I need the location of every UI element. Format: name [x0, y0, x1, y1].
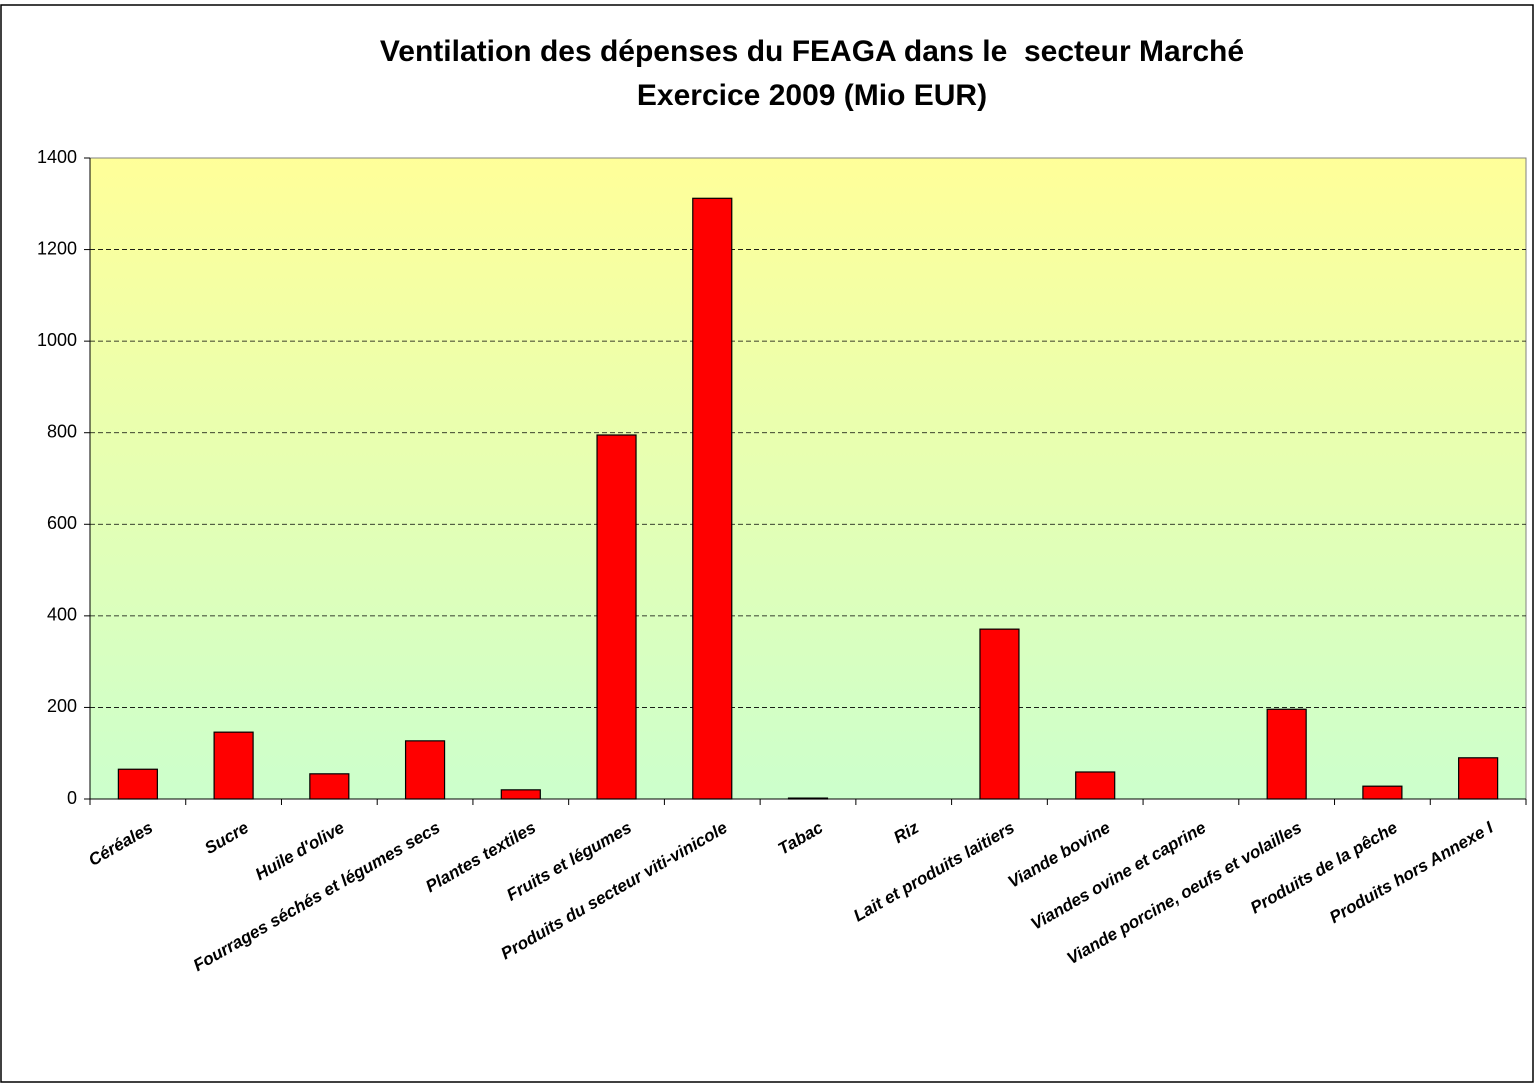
chart-subtitle: Exercice 2009 (Mio EUR): [637, 79, 987, 112]
bar: [309, 773, 350, 800]
y-tick-label: 600: [47, 513, 77, 533]
bar: [500, 789, 541, 800]
y-tick-label: 1400: [37, 147, 77, 167]
bar: [213, 731, 254, 800]
bar: [692, 197, 733, 800]
bar: [404, 740, 446, 800]
y-tick-label: 400: [47, 605, 77, 625]
bar: [1266, 708, 1307, 800]
bar: [979, 628, 1020, 800]
chart-title: Ventilation des dépenses du FEAGA dans l…: [380, 35, 1244, 68]
bar: [596, 434, 637, 800]
bar: [1362, 785, 1403, 800]
y-tick-label: 1000: [37, 330, 77, 350]
bar: [1075, 771, 1116, 800]
plot-area: [89, 157, 1527, 800]
y-tick-label: 1200: [37, 238, 77, 258]
y-tick-label: 0: [67, 788, 77, 808]
bar: [117, 768, 158, 800]
bar: [1458, 757, 1499, 800]
y-tick-label: 200: [47, 696, 77, 716]
y-tick-label: 800: [47, 421, 77, 441]
